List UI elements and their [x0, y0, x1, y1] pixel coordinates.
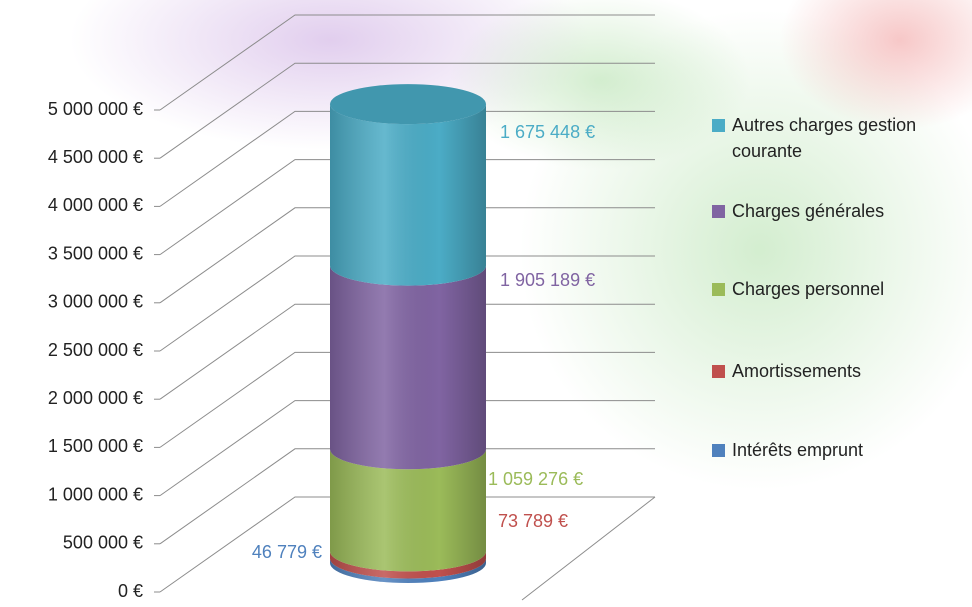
value-label: 1 059 276 € — [488, 469, 583, 489]
y-tick-label: 3 000 000 € — [48, 292, 143, 312]
legend-swatch — [712, 119, 725, 132]
legend-swatch — [712, 365, 725, 378]
cylinder-top — [330, 84, 486, 125]
grid-line — [159, 448, 655, 545]
legend-label: Autres charges gestion courante — [732, 115, 917, 161]
y-tick-label: 5 000 000 € — [48, 99, 143, 119]
legend-item: Charges générales — [712, 198, 972, 224]
segment-shade — [330, 265, 486, 470]
y-tick-label: 1 000 000 € — [48, 484, 143, 504]
cylinder-top-shade — [330, 84, 486, 125]
y-tick-label: 4 500 000 € — [48, 147, 143, 167]
segment-shade — [330, 558, 486, 583]
legend-swatch — [712, 283, 725, 296]
legend-label: Charges générales — [732, 201, 885, 221]
grid-line — [159, 303, 655, 400]
segment-shade — [330, 104, 486, 286]
y-tick-label: 0 € — [118, 581, 143, 601]
y-tick-label: 500 000 € — [63, 533, 143, 553]
grid-line — [159, 351, 655, 448]
grid-line — [159, 62, 655, 159]
y-tick-label: 3 500 000 € — [48, 243, 143, 263]
grid-line — [159, 207, 655, 304]
legend-item: Amortissements — [712, 358, 972, 384]
y-tick-label: 2 000 000 € — [48, 388, 143, 408]
y-tick-label: 2 500 000 € — [48, 340, 143, 360]
value-label: 1 905 189 € — [500, 270, 595, 290]
legend-item: Intérêts emprunt — [712, 437, 972, 463]
floor-edge — [521, 496, 656, 601]
grid-line — [159, 14, 655, 111]
legend-label: Charges personnel — [732, 279, 885, 299]
legend-swatch — [712, 205, 725, 218]
grid-line — [159, 255, 655, 352]
grid-line — [159, 159, 655, 256]
y-tick-label: 1 500 000 € — [48, 436, 143, 456]
legend-item: Autres charges gestion courante — [712, 112, 972, 164]
legend-label: Intérêts emprunt — [732, 440, 864, 460]
grid-line — [159, 110, 655, 207]
segment-shade — [330, 449, 486, 572]
background — [70, 0, 972, 490]
grid-line — [159, 496, 655, 593]
value-label: 46 779 € — [252, 542, 322, 562]
legend-swatch — [712, 444, 725, 457]
legend-item: Charges personnel — [712, 276, 972, 302]
value-label: 73 789 € — [498, 511, 568, 531]
grid-line — [159, 400, 655, 497]
legend-label: Amortissements — [732, 361, 862, 381]
value-label: 1 675 448 € — [500, 122, 595, 142]
y-tick-label: 4 000 000 € — [48, 195, 143, 215]
segment-shade — [330, 551, 486, 579]
